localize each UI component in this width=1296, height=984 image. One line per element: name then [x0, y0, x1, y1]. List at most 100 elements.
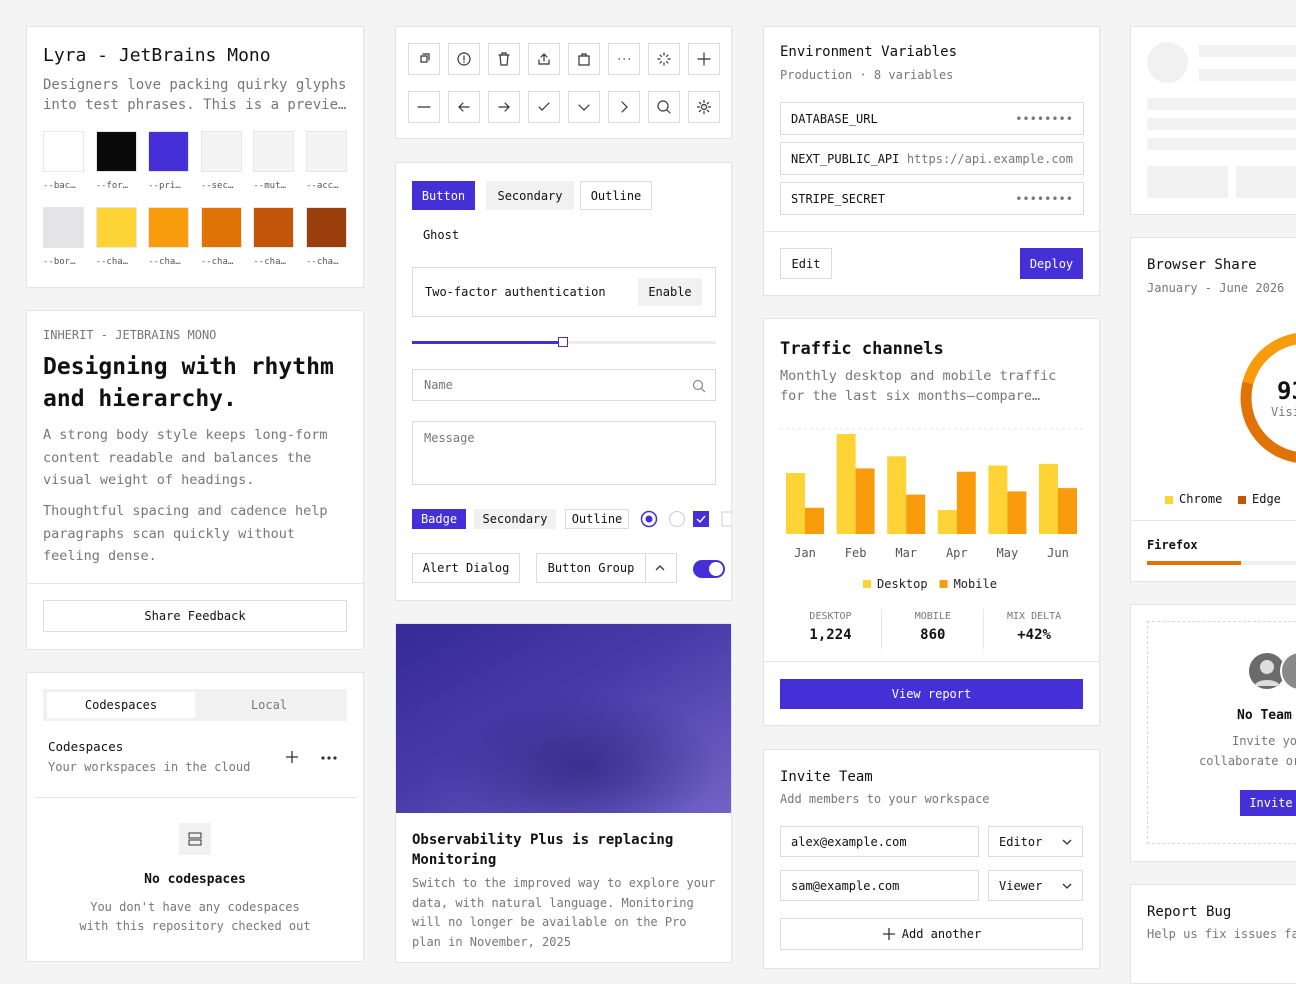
invite-button[interactable]: Invite: [1240, 790, 1296, 816]
tab-active[interactable]: Codespaces: [47, 692, 195, 718]
card-subtitle: Production · 8 variables: [780, 68, 954, 82]
swatch-label: --pri…: [148, 181, 181, 191]
icon-button[interactable]: [568, 43, 600, 75]
env-key: NEXT_PUBLIC_API: [791, 152, 900, 166]
name-input[interactable]: Name: [412, 369, 716, 401]
icon-button[interactable]: [648, 43, 680, 75]
stat-label: MIX DELTA: [1007, 611, 1062, 622]
env-value: ••••••••: [1015, 192, 1073, 206]
divider: [1131, 520, 1296, 521]
share-feedback-button[interactable]: Share Feedback: [43, 600, 347, 632]
stat: MOBILE 860: [881, 609, 983, 649]
button-primary[interactable]: Button: [412, 181, 475, 210]
swatch: [253, 207, 295, 248]
plus-icon: [882, 928, 895, 940]
icon-glyph: [538, 102, 550, 111]
legend-swatch: [863, 580, 871, 588]
email-input[interactable]: sam@example.com: [780, 870, 979, 901]
icon-button[interactable]: [488, 91, 520, 123]
swatch-label: --cha…: [200, 257, 234, 267]
avatar-stack: [1247, 651, 1296, 691]
icon-button[interactable]: [688, 91, 720, 123]
email-input[interactable]: alex@example.com: [780, 826, 979, 857]
view-report-button[interactable]: View report: [780, 679, 1083, 709]
icon-button[interactable]: [528, 91, 560, 123]
add-another-button[interactable]: Add another: [780, 918, 1083, 950]
bar: [836, 434, 856, 534]
icon-glyph: [621, 101, 628, 113]
button-group-main[interactable]: Button Group: [547, 561, 635, 575]
traffic-card: Traffic channels Monthly desktop and mob…: [763, 318, 1100, 726]
x-tick-label: May: [997, 546, 1019, 560]
tab[interactable]: Firefox: [1147, 538, 1198, 552]
icon-button[interactable]: [528, 43, 560, 75]
role-select[interactable]: Viewer: [988, 870, 1083, 901]
swatch: [253, 131, 295, 172]
swatch-label: --mut…: [253, 181, 286, 191]
enable-button[interactable]: Enable: [638, 278, 702, 306]
skeleton-line: [1147, 118, 1296, 130]
legend-label: Mobile: [954, 577, 997, 591]
palette-card: Lyra - JetBrains Mono Designers love pac…: [26, 26, 364, 288]
chevron-up-icon[interactable]: [654, 562, 666, 574]
bar: [937, 510, 957, 534]
alert-dialog-button[interactable]: Alert Dialog: [412, 553, 520, 583]
invite-card: Invite Team Add members to your workspac…: [763, 749, 1100, 969]
switch[interactable]: [692, 559, 726, 579]
bug-card: Report Bug Help us fix issues fa: [1130, 884, 1296, 984]
icon-button[interactable]: [568, 91, 600, 123]
card-title: Traffic channels: [780, 339, 944, 359]
button-outline[interactable]: Outline: [580, 181, 652, 210]
swatch: [306, 131, 347, 172]
icon-button[interactable]: [408, 43, 440, 75]
browser-share-card: Browser Share January - June 2026 93 Vis…: [1130, 237, 1296, 582]
icon-button[interactable]: [488, 43, 520, 75]
message-textarea[interactable]: Message: [412, 421, 716, 485]
add-icon[interactable]: [285, 750, 299, 764]
card-title: Invite Team: [780, 769, 873, 785]
icon-button[interactable]: [688, 43, 720, 75]
legend-swatch: [1238, 496, 1246, 504]
role-value: Viewer: [999, 879, 1043, 893]
divider: [27, 583, 363, 584]
email-value: sam@example.com: [791, 879, 900, 893]
swatch: [43, 207, 84, 248]
bar: [988, 465, 1008, 534]
swatch: [43, 131, 84, 172]
team-card: No Team Invite yo collaborate or Invite: [1130, 604, 1296, 862]
legend-swatch: [1165, 496, 1173, 504]
placeholder: Message: [424, 431, 475, 445]
env-key: STRIPE_SECRET: [791, 192, 885, 206]
slider-thumb[interactable]: [558, 337, 568, 347]
button-secondary[interactable]: Secondary: [486, 181, 574, 210]
chevron-down-icon: [1062, 839, 1072, 845]
chevron-down-icon: [1062, 883, 1072, 889]
divider: [764, 661, 1099, 662]
edit-button[interactable]: Edit: [780, 248, 832, 279]
deploy-button[interactable]: Deploy: [1020, 248, 1083, 279]
icon-toolbar-card: [395, 26, 732, 139]
article-body: Switch to the improved way to explore yo…: [412, 876, 716, 949]
button-ghost[interactable]: Ghost: [422, 227, 460, 242]
env-row: STRIPE_SECRET ••••••••: [780, 182, 1084, 215]
article-card: Observability Plus is replacing Monitori…: [395, 623, 732, 963]
radio-checkbox-group[interactable]: [639, 510, 732, 528]
icon-button[interactable]: [648, 91, 680, 123]
controls-card: Button Secondary Outline Ghost Two-facto…: [395, 162, 732, 601]
icon-button[interactable]: [448, 91, 480, 123]
icon-button[interactable]: [448, 43, 480, 75]
swatch-label: --bor…: [43, 257, 76, 267]
bar-chart: Jan Feb Mar Apr May Jun Desktop Mobile: [780, 428, 1084, 591]
icon-button[interactable]: [608, 43, 640, 75]
card-title: Report Bug: [1147, 904, 1232, 920]
tab[interactable]: Local: [250, 698, 288, 712]
paragraph: Thoughtful spacing and cadence help para…: [43, 503, 328, 564]
role-select[interactable]: Editor: [988, 826, 1083, 857]
icon-button[interactable]: [408, 91, 440, 123]
icon-button[interactable]: [608, 91, 640, 123]
bar: [956, 471, 976, 534]
legend-label: Chrome: [1179, 492, 1223, 506]
page: UI components { "palette_card": { "title…: [26, 26, 1296, 984]
more-icon[interactable]: [321, 755, 337, 761]
icon-border: [528, 91, 560, 123]
